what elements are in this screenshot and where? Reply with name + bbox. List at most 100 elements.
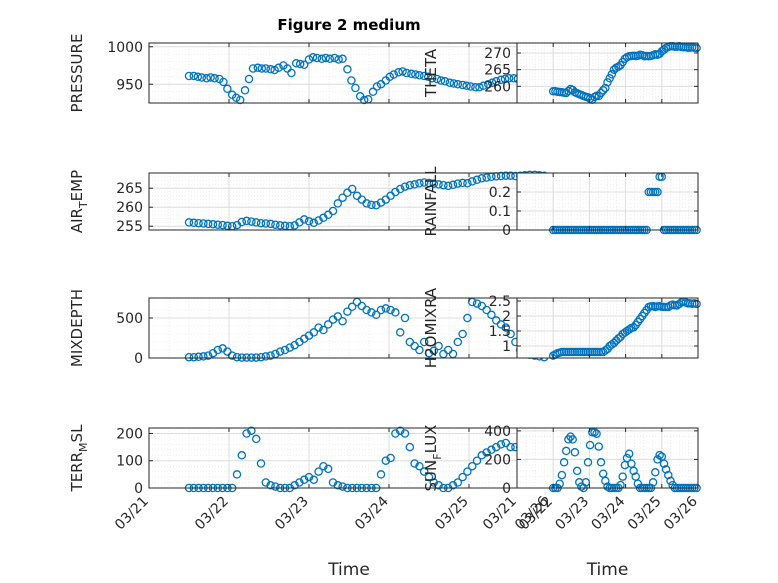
data-point (479, 81, 488, 91)
data-point (629, 466, 638, 476)
data-point (232, 352, 242, 362)
data-point (429, 346, 439, 356)
y-tick-label: 2.5 (489, 294, 511, 310)
data-point (197, 73, 207, 82)
data-point (410, 180, 419, 189)
data-point (439, 180, 448, 190)
data-point (472, 456, 482, 465)
data-point (596, 88, 606, 98)
axes-box (516, 427, 699, 489)
data-point (381, 456, 391, 465)
data-point (323, 464, 333, 474)
data-point (614, 62, 623, 71)
data-point (376, 305, 386, 315)
data-point (244, 74, 254, 84)
data-point (449, 79, 459, 88)
data-point (343, 307, 352, 316)
data-point (692, 43, 701, 53)
data-point (622, 453, 632, 463)
data-point (237, 451, 247, 460)
data-point (213, 220, 223, 229)
data-point (203, 219, 213, 229)
y-tick-label: 1.5 (489, 324, 511, 340)
axes-box (516, 42, 699, 104)
y-tick-label: 400 (484, 424, 511, 440)
data-point (219, 77, 228, 87)
data-point (577, 482, 586, 491)
subplot-6: 11.522.5 H2OMIXRA (422, 287, 701, 368)
data-point (314, 323, 323, 332)
data-point (477, 174, 487, 183)
data-point (398, 67, 407, 76)
data-point (496, 75, 506, 85)
data-point (184, 352, 194, 362)
data-point (295, 59, 305, 69)
data-point (651, 468, 660, 477)
data-point (598, 86, 608, 95)
data-point (601, 83, 610, 93)
data-point (312, 53, 322, 63)
data-point (287, 68, 296, 78)
data-point (235, 95, 245, 105)
data-point (256, 218, 266, 228)
data-point (317, 54, 327, 64)
data-point (194, 352, 203, 362)
data-point (299, 215, 309, 224)
data-point (247, 426, 256, 435)
data-point (458, 80, 467, 90)
data-point (330, 53, 339, 63)
data-point (559, 458, 569, 467)
data-point (251, 218, 261, 227)
data-point (506, 171, 515, 180)
data-point (253, 63, 263, 73)
data-point (616, 480, 625, 490)
data-point (351, 83, 360, 93)
data-series (548, 428, 701, 493)
data-point (256, 352, 266, 362)
data-point (199, 219, 208, 228)
data-point (203, 351, 213, 360)
data-point (487, 445, 496, 455)
data-point (400, 429, 410, 438)
data-point (618, 472, 627, 481)
data-point (304, 472, 314, 482)
data-point (590, 92, 599, 102)
data-point (266, 481, 275, 490)
y-tick-label: 270 (484, 46, 511, 62)
data-point (483, 80, 493, 89)
data-point (213, 345, 223, 355)
data-point (475, 83, 484, 92)
data-point (466, 82, 475, 91)
y-tick-label: 0.1 (489, 204, 511, 220)
y-axis-label: THETA (422, 48, 440, 98)
data-point (275, 221, 285, 230)
data-point (453, 478, 463, 487)
data-point (347, 302, 357, 312)
data-point (491, 442, 501, 452)
data-point (411, 70, 420, 79)
data-point (347, 76, 356, 85)
data-point (285, 343, 295, 352)
data-point (659, 45, 669, 54)
data-point (504, 74, 514, 83)
data-point (314, 467, 323, 476)
data-point (434, 341, 443, 351)
data-point (275, 347, 285, 356)
data-point (423, 72, 433, 82)
data-point (248, 64, 258, 73)
y-axis-label: H2OMIXRA (422, 287, 440, 368)
data-point (261, 64, 271, 73)
data-point (581, 478, 591, 487)
data-point (309, 475, 319, 485)
y-axis-label: MIXDEPTH (68, 289, 86, 367)
x-axis-label: Time (586, 560, 629, 580)
axes-box (516, 172, 699, 231)
data-point (280, 221, 290, 231)
x-axis-label: Time (327, 560, 370, 580)
data-point (594, 442, 604, 451)
data-point (568, 435, 577, 444)
data-point (419, 467, 429, 476)
data-point (583, 93, 593, 102)
data-point (338, 482, 347, 491)
